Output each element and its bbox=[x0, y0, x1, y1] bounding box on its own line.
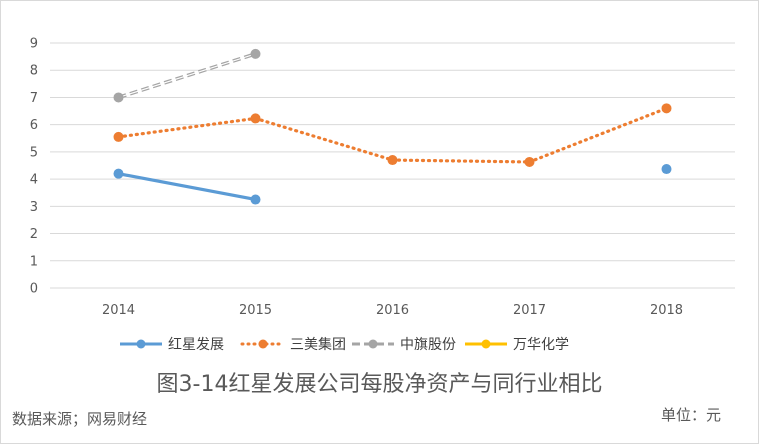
x-tick-label: 2016 bbox=[376, 303, 409, 318]
series-1 bbox=[113, 103, 672, 167]
data-source-note: 数据来源；网易财经 bbox=[12, 410, 148, 428]
legend-marker bbox=[481, 339, 491, 349]
data-point bbox=[113, 131, 124, 142]
legend-label: 万华化学 bbox=[513, 337, 569, 353]
y-tick-label: 3 bbox=[30, 200, 38, 215]
legend: 红星发展 三美集团 中旗股份 万华化学 bbox=[120, 336, 569, 353]
y-tick-label: 0 bbox=[30, 282, 38, 297]
series-line-segment bbox=[390, 158, 532, 164]
y-tick-label: 1 bbox=[30, 254, 38, 269]
legend-item: 万华化学 bbox=[465, 337, 569, 353]
data-point bbox=[387, 155, 398, 166]
series-lines bbox=[113, 48, 672, 205]
data-point bbox=[250, 113, 261, 124]
legend-marker bbox=[258, 339, 268, 349]
figure-caption: 图3-14红星发展公司每股净资产与同行业相比 bbox=[156, 372, 603, 397]
series-line-segment bbox=[253, 116, 395, 162]
series-2 bbox=[113, 48, 261, 103]
data-point bbox=[661, 164, 672, 175]
y-tick-label: 6 bbox=[30, 118, 38, 133]
legend-label: 三美集团 bbox=[290, 336, 346, 353]
legend-item: 红星发展 bbox=[120, 337, 224, 353]
unit-note: 单位：元 bbox=[660, 406, 721, 424]
y-tick-label: 4 bbox=[30, 173, 38, 188]
data-point bbox=[661, 103, 672, 114]
series-line-segment bbox=[116, 116, 258, 139]
x-tick-label: 2018 bbox=[650, 303, 683, 318]
y-tick-label: 2 bbox=[30, 227, 38, 242]
series-0 bbox=[113, 164, 672, 205]
gridlines bbox=[50, 42, 735, 289]
legend-label: 中旗股份 bbox=[400, 337, 456, 353]
data-point bbox=[113, 168, 124, 179]
legend-item: 中旗股份 bbox=[352, 337, 456, 353]
series-line-inner bbox=[118, 53, 256, 98]
y-tick-label: 8 bbox=[30, 64, 38, 79]
line-chart: 0 1 2 3 4 5 6 7 8 9 2014 2015 2016 2017 2018 红星发展 三美集团… bbox=[30, 37, 735, 353]
legend-label: 红星发展 bbox=[168, 337, 224, 353]
legend-item: 三美集团 bbox=[240, 336, 346, 353]
data-point bbox=[250, 194, 261, 205]
legend-marker bbox=[136, 339, 146, 349]
data-point bbox=[113, 92, 124, 103]
x-tick-label: 2014 bbox=[102, 303, 135, 318]
y-axis-ticks: 0 1 2 3 4 5 6 7 8 9 bbox=[30, 37, 38, 297]
y-tick-label: 7 bbox=[30, 91, 38, 106]
x-tick-label: 2015 bbox=[239, 303, 272, 318]
data-point bbox=[524, 156, 535, 167]
x-axis-ticks: 2014 2015 2016 2017 2018 bbox=[102, 303, 683, 318]
data-point bbox=[250, 48, 261, 59]
x-tick-label: 2017 bbox=[513, 303, 546, 318]
y-tick-label: 9 bbox=[30, 37, 38, 52]
series-line-segment bbox=[527, 106, 669, 164]
series-line-segment bbox=[116, 172, 258, 202]
legend-marker bbox=[368, 339, 378, 349]
y-tick-label: 5 bbox=[30, 145, 38, 160]
